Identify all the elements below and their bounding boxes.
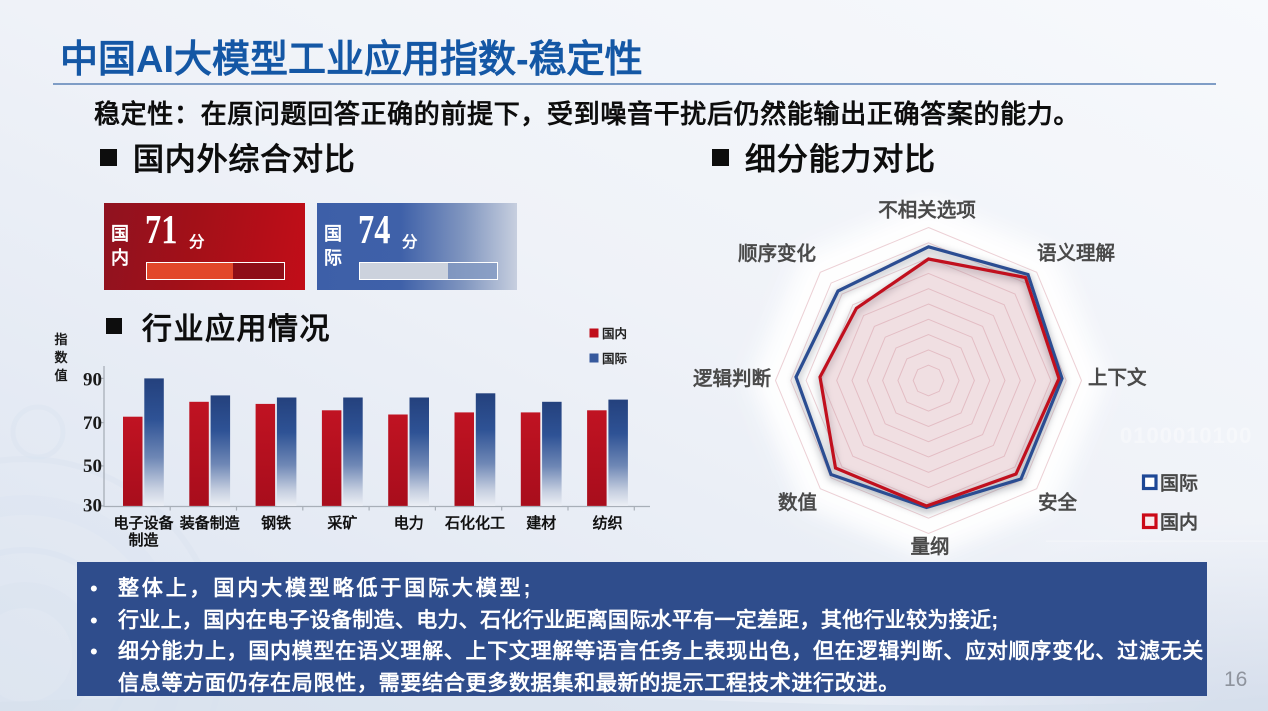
svg-text:指: 指 [54, 332, 67, 347]
svg-text:数值: 数值 [778, 491, 818, 514]
svg-text:国际: 国际 [1160, 473, 1198, 495]
svg-text:上下文: 上下文 [1088, 366, 1147, 389]
svg-text:电力: 电力 [394, 514, 424, 532]
svg-text:国内: 国内 [1160, 511, 1198, 534]
svg-text:0100010100: 0100010100 [1120, 423, 1252, 448]
svg-text:50: 50 [83, 456, 102, 477]
svg-text:采矿: 采矿 [326, 514, 357, 532]
svg-text:数: 数 [54, 350, 68, 365]
svg-text:钢铁: 钢铁 [261, 514, 291, 532]
svg-text:值: 值 [54, 368, 67, 383]
svg-text:建材: 建材 [526, 514, 556, 532]
svg-text:70: 70 [83, 413, 102, 434]
svg-text:国内: 国内 [602, 326, 627, 341]
svg-text:国际: 国际 [602, 352, 628, 366]
svg-text:电子设备: 电子设备 [113, 514, 174, 532]
svg-text:安全: 安全 [1038, 491, 1078, 514]
svg-text:不相关选项: 不相关选项 [878, 199, 976, 222]
svg-text:90: 90 [83, 370, 102, 391]
svg-text:语义理解: 语义理解 [1037, 242, 1116, 265]
svg-text:装备制造: 装备制造 [179, 514, 240, 532]
svg-text:30: 30 [83, 496, 102, 517]
svg-text:石化化工: 石化化工 [444, 514, 505, 532]
svg-text:制造: 制造 [128, 531, 158, 549]
svg-text:顺序变化: 顺序变化 [738, 242, 817, 265]
svg-text:量纲: 量纲 [910, 535, 949, 558]
svg-text:纺织: 纺织 [593, 514, 623, 532]
svg-text:逻辑判断: 逻辑判断 [693, 367, 772, 390]
